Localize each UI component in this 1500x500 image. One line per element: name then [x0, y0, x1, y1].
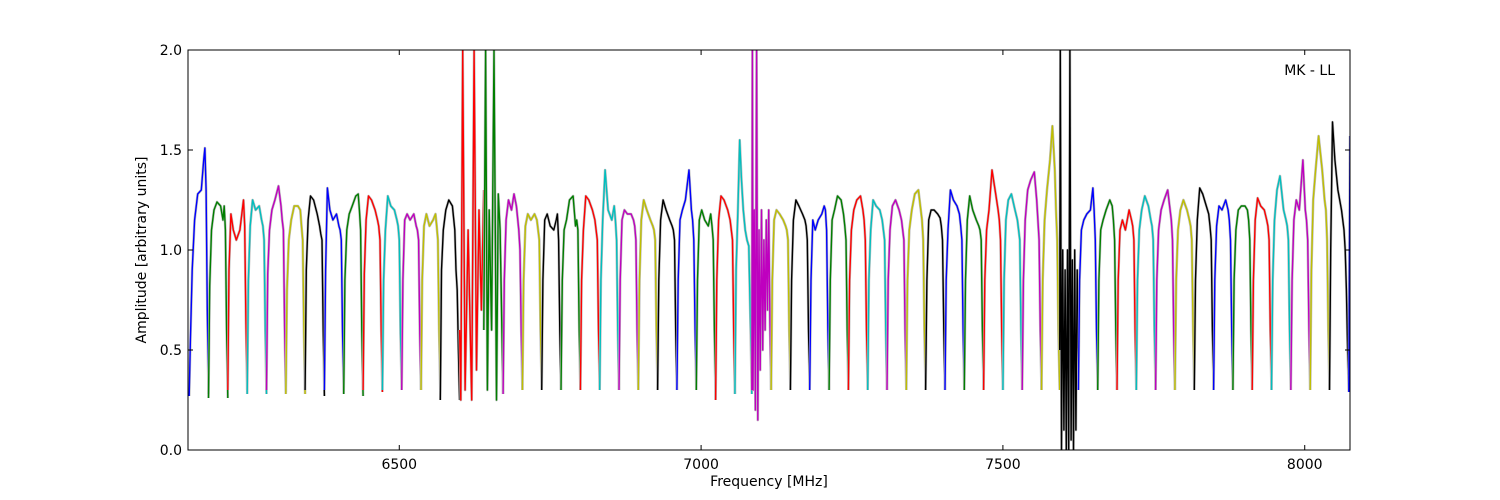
series-line-38: [924, 209, 946, 391]
y-tick-label-2: 1.0: [160, 243, 182, 259]
series-line-25: [676, 169, 697, 391]
series-line-12: [420, 213, 441, 391]
series-line-1: [207, 201, 229, 399]
series-line-4: [265, 185, 287, 393]
series-line-9: [362, 195, 384, 393]
series-line-50: [1154, 189, 1176, 391]
series-layer: [188, 50, 1350, 450]
tick-layer: 6500 7000 7500 8000 0.0 0.5 1.0 1.5 2.0: [160, 43, 1350, 473]
series-line-43: [1021, 171, 1043, 391]
y-tick-label-0: 0.0: [160, 443, 182, 459]
x-axis-label: Frequency [MHz]: [710, 474, 828, 490]
series-line-42: [1002, 193, 1023, 391]
series-line-33: [828, 195, 850, 391]
series-line-16: [502, 193, 524, 395]
series-line-53: [1212, 199, 1234, 391]
series-line-21: [599, 169, 620, 391]
series-line-34: [847, 195, 869, 391]
series-line-24: [656, 199, 678, 391]
series-line-5: [285, 205, 306, 395]
series-line-57: [1290, 159, 1311, 391]
series-line-40: [963, 195, 985, 391]
series-line-8: [343, 193, 364, 397]
series-line-20: [579, 195, 601, 391]
series-line-14: [458, 50, 485, 401]
series-line-49: [1135, 195, 1157, 391]
x-tick-label-3: 8000: [1287, 457, 1323, 473]
series-line-56: [1270, 175, 1292, 391]
y-tick-label-4: 2.0: [160, 43, 182, 59]
corner-annotation: MK - LL: [1284, 63, 1335, 79]
series-line-30: [770, 209, 792, 391]
series-line-23: [637, 199, 659, 391]
series-line-47: [1096, 199, 1118, 391]
series-line-35: [867, 199, 888, 391]
series-line-39: [944, 189, 965, 391]
series-line-59: [1328, 121, 1350, 393]
series-line-10: [381, 195, 403, 391]
series-line-7: [323, 187, 345, 395]
series-line-26: [695, 209, 717, 401]
series-line-51: [1174, 199, 1195, 391]
x-tick-label-1: 7000: [683, 457, 719, 473]
series-line-45: [1058, 50, 1080, 450]
series-line-54: [1232, 205, 1253, 391]
series-line-18: [541, 213, 562, 391]
series-line-29: [751, 50, 772, 421]
series-line-36: [886, 199, 907, 391]
y-tick-label-3: 1.5: [160, 143, 182, 159]
series-line-22: [618, 209, 639, 391]
series-line-46: [1077, 187, 1099, 391]
series-line-44: [1040, 125, 1061, 391]
series-line-48: [1116, 209, 1137, 391]
series-line-52: [1193, 187, 1215, 391]
series-line-55: [1251, 197, 1273, 391]
series-line-28: [734, 139, 753, 395]
series-line-17: [521, 213, 543, 391]
series-line-32: [809, 205, 830, 391]
series-line-41: [982, 169, 1004, 391]
series-line-15: [483, 50, 504, 401]
x-tick-label-2: 7500: [985, 457, 1021, 473]
series-line-19: [560, 195, 582, 391]
series-line-58: [1309, 135, 1331, 391]
series-line-37: [905, 189, 927, 391]
series-line-3: [246, 199, 268, 395]
series-line-11: [401, 213, 422, 391]
series-line-31: [789, 199, 811, 391]
y-axis-label: Amplitude [arbitrary units]: [134, 157, 150, 344]
x-tick-label-0: 6500: [381, 457, 417, 473]
series-line-0: [188, 147, 210, 397]
y-tick-label-1: 0.5: [160, 343, 182, 359]
series-line-27: [714, 195, 736, 401]
series-line-13: [439, 199, 461, 401]
series-line-2: [227, 199, 248, 391]
series-line-6: [304, 195, 326, 397]
